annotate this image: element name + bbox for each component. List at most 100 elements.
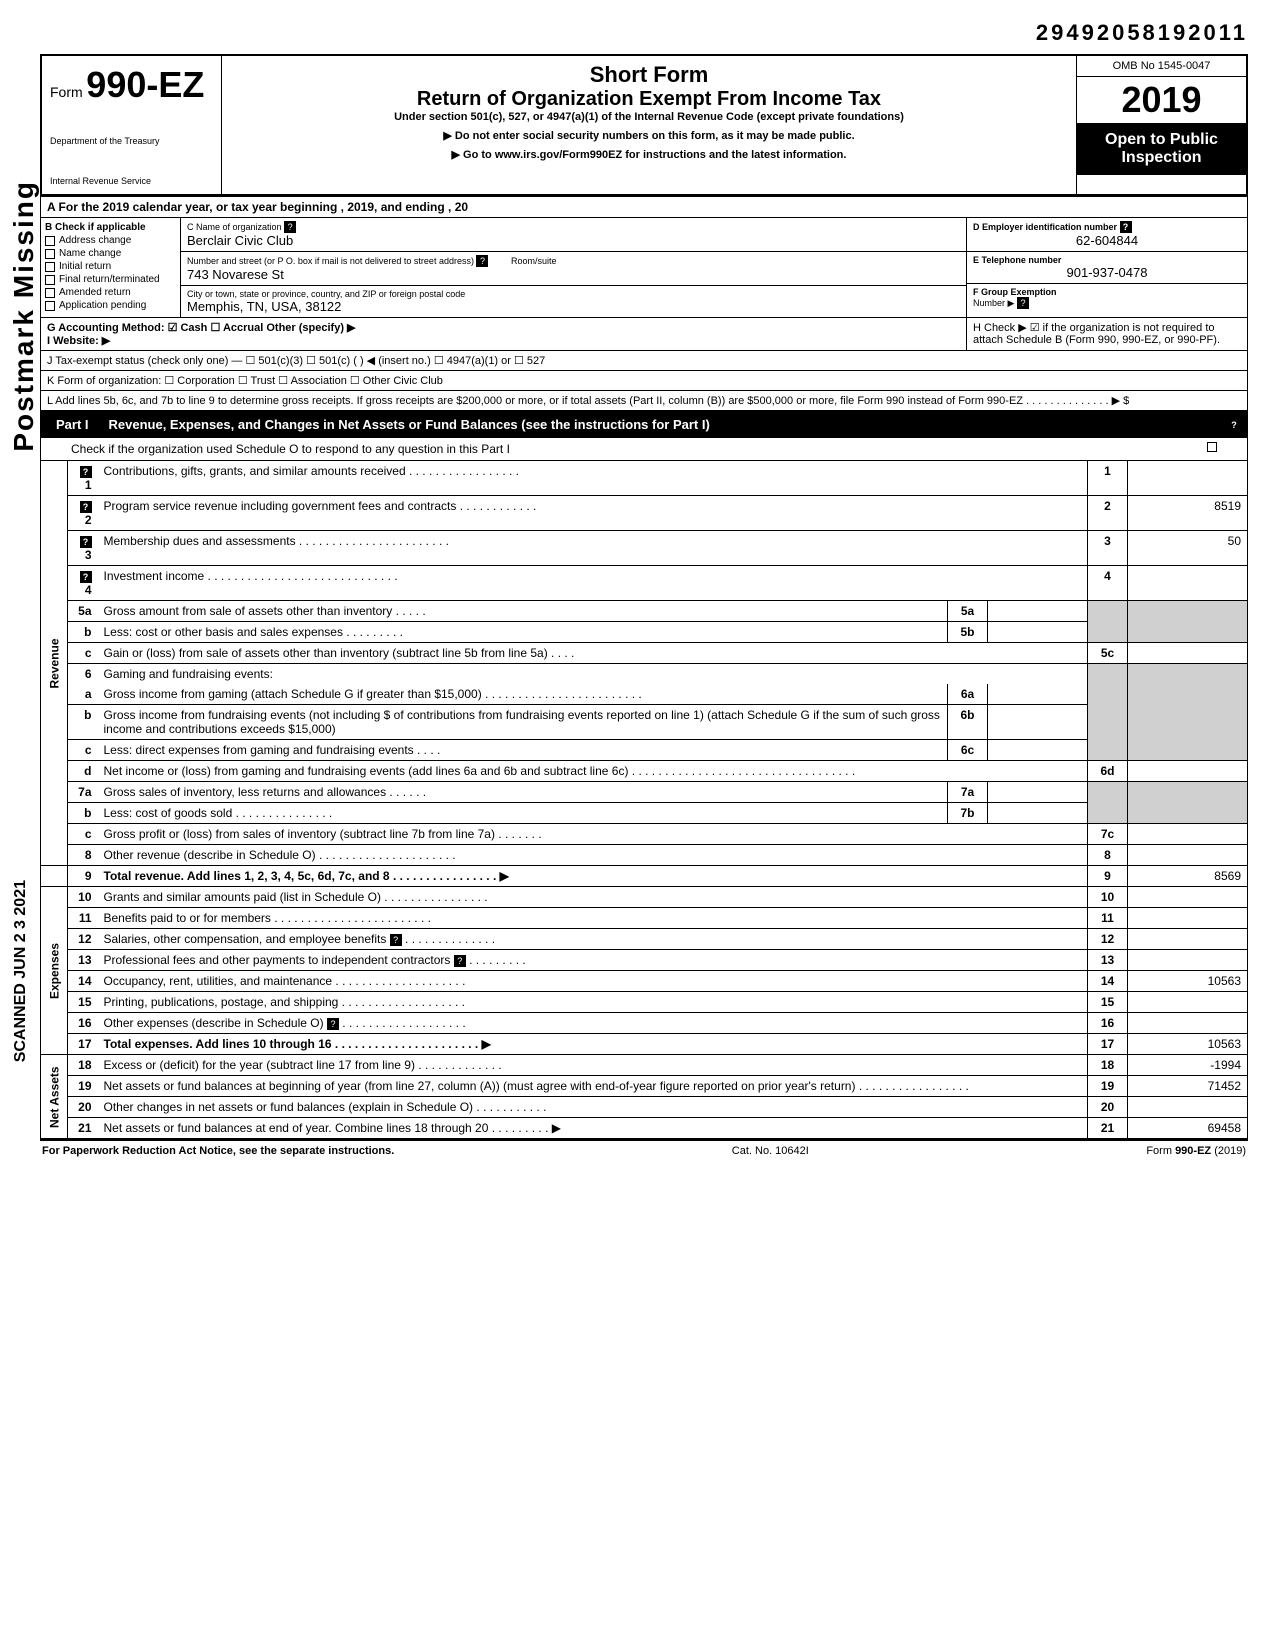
line-6-num: 6: [68, 664, 98, 685]
shaded-6: [1088, 664, 1128, 761]
ein-label: D Employer identification number: [973, 222, 1117, 232]
line-5c-tn: 5c: [1088, 643, 1128, 664]
form-header: Form 990-EZ Department of the Treasury I…: [40, 54, 1248, 197]
line-6b-desc: Gross income from fundraising events (no…: [98, 705, 948, 740]
line-14-tn: 14: [1088, 971, 1128, 992]
line-14-val: 10563: [1128, 971, 1248, 992]
line-13-num: 13: [68, 950, 98, 971]
line-14-desc: Occupancy, rent, utilities, and maintena…: [98, 971, 1088, 992]
org-city: Memphis, TN, USA, 38122: [187, 299, 960, 314]
b-label: B Check if applicable: [45, 222, 176, 233]
line-12-val: [1128, 929, 1248, 950]
line-5a-num: 5a: [68, 601, 98, 622]
row-a-dates: A For the 2019 calendar year, or tax yea…: [40, 197, 1248, 218]
line-6b-num: b: [68, 705, 98, 740]
line-8-val: [1128, 845, 1248, 866]
help-icon[interactable]: ?: [1017, 297, 1029, 309]
line-8-desc: Other revenue (describe in Schedule O) .…: [98, 845, 1088, 866]
phone-value: 901-937-0478: [973, 265, 1241, 280]
check-name-change[interactable]: Name change: [45, 248, 176, 259]
check-app-pending[interactable]: Application pending: [45, 300, 176, 311]
line-11-desc: Benefits paid to or for members . . . . …: [98, 908, 1088, 929]
shaded-6v: [1128, 664, 1248, 761]
return-title: Return of Organization Exempt From Incom…: [228, 88, 1070, 111]
line-7a-num: 7a: [68, 782, 98, 803]
line-6c-num: c: [68, 740, 98, 761]
group-number-label: Number ▶: [973, 298, 1014, 308]
line-10-num: 10: [68, 887, 98, 908]
line-2-num: ? 2: [68, 496, 98, 531]
line-1-val: [1128, 461, 1248, 496]
check-amended[interactable]: Amended return: [45, 287, 176, 298]
line-13-val: [1128, 950, 1248, 971]
line-6d-desc: Net income or (loss) from gaming and fun…: [98, 761, 1088, 782]
col-de: D Employer identification number ? 62-60…: [967, 218, 1247, 317]
line-18-desc: Excess or (deficit) for the year (subtra…: [98, 1055, 1088, 1076]
schedule-o-check-row: Check if the organization used Schedule …: [40, 438, 1248, 461]
line-13-tn: 13: [1088, 950, 1128, 971]
line-7b-num: b: [68, 803, 98, 824]
line-2-val: 8519: [1128, 496, 1248, 531]
line-15-num: 15: [68, 992, 98, 1013]
lbl-name-change: Name change: [59, 248, 121, 259]
col-b-checkboxes: B Check if applicable Address change Nam…: [41, 218, 181, 317]
help-icon[interactable]: ?: [80, 536, 92, 548]
org-addr: 743 Novarese St: [187, 267, 960, 282]
line-15-tn: 15: [1088, 992, 1128, 1013]
line-6d-num: d: [68, 761, 98, 782]
line-1-num: ? 1: [68, 461, 98, 496]
line-5c-num: c: [68, 643, 98, 664]
help-icon[interactable]: ?: [80, 501, 92, 513]
schedule-o-checkbox[interactable]: [1207, 442, 1217, 452]
help-icon[interactable]: ?: [80, 466, 92, 478]
line-6d-val: [1128, 761, 1248, 782]
help-icon[interactable]: ?: [476, 255, 488, 267]
help-icon[interactable]: ?: [390, 934, 402, 946]
line-3-val: 50: [1128, 531, 1248, 566]
col-c-org-info: C Name of organization ? Berclair Civic …: [181, 218, 967, 317]
help-icon[interactable]: ?: [327, 1018, 339, 1030]
org-name-row: C Name of organization ? Berclair Civic …: [181, 218, 966, 252]
help-icon[interactable]: ?: [454, 955, 466, 967]
help-icon[interactable]: ?: [1120, 221, 1132, 233]
ssn-notice: ▶ Do not enter social security numbers o…: [228, 129, 1070, 142]
line-1-tn: 1: [1088, 461, 1128, 496]
line-11-tn: 11: [1088, 908, 1128, 929]
line-5a-in: 5a: [948, 601, 988, 622]
footer-left: For Paperwork Reduction Act Notice, see …: [42, 1145, 394, 1157]
tax-year: 2019: [1077, 77, 1246, 123]
line-4-num: ? 4: [68, 566, 98, 601]
line-1-desc: Contributions, gifts, grants, and simila…: [98, 461, 1088, 496]
check-initial-return[interactable]: Initial return: [45, 261, 176, 272]
line-20-desc: Other changes in net assets or fund bala…: [98, 1097, 1088, 1118]
line-3-num: ? 3: [68, 531, 98, 566]
footer-center: Cat. No. 10642I: [732, 1145, 809, 1157]
expenses-label: Expenses: [41, 887, 68, 1055]
line-3-tn: 3: [1088, 531, 1128, 566]
lbl-app-pending: Application pending: [59, 300, 146, 311]
netassets-label: Net Assets: [41, 1055, 68, 1139]
help-icon[interactable]: ?: [284, 221, 296, 233]
line-6-desc: Gaming and fundraising events:: [98, 664, 1088, 685]
line-4-desc: Investment income . . . . . . . . . . . …: [98, 566, 1088, 601]
help-icon[interactable]: ?: [1228, 419, 1240, 431]
short-form-title: Short Form: [228, 62, 1070, 88]
line-12-num: 12: [68, 929, 98, 950]
shaded-5: [1088, 601, 1128, 643]
line-6a-desc: Gross income from gaming (attach Schedul…: [98, 684, 948, 705]
check-address-change[interactable]: Address change: [45, 235, 176, 246]
line-10-tn: 10: [1088, 887, 1128, 908]
line-21-num: 21: [68, 1118, 98, 1139]
check-final-return[interactable]: Final return/terminated: [45, 274, 176, 285]
line-20-val: [1128, 1097, 1248, 1118]
section-k: K Form of organization: ☐ Corporation ☐ …: [40, 371, 1248, 391]
line-9-tn: 9: [1088, 866, 1128, 887]
line-4-tn: 4: [1088, 566, 1128, 601]
part-1-header: Part I Revenue, Expenses, and Changes in…: [40, 411, 1248, 438]
section-j: J Tax-exempt status (check only one) — ☐…: [40, 351, 1248, 371]
group-exempt-row: F Group Exemption Number ▶ ?: [967, 284, 1247, 312]
help-icon[interactable]: ?: [80, 571, 92, 583]
schedule-o-text: Check if the organization used Schedule …: [71, 442, 510, 456]
line-3-desc: Membership dues and assessments . . . . …: [98, 531, 1088, 566]
line-6a-num: a: [68, 684, 98, 705]
